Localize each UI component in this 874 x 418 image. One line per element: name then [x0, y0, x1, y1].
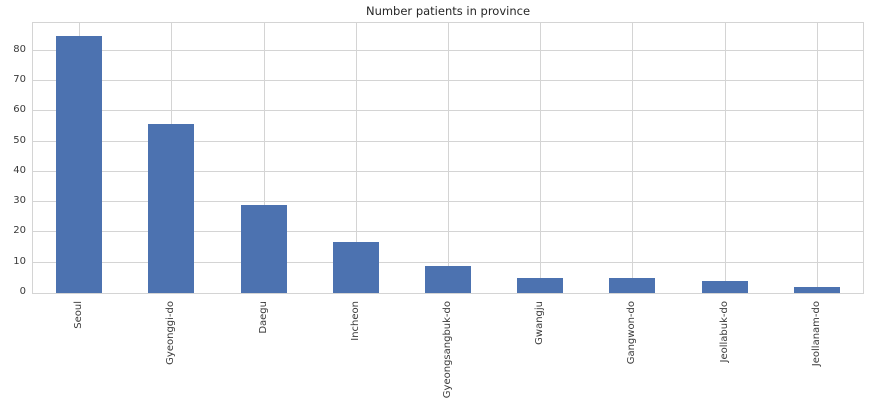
y-tick-label: 10	[13, 256, 26, 267]
y-tick-label: 70	[13, 74, 26, 85]
gridline-vertical	[725, 23, 726, 293]
chart-title: Number patients in province	[365, 4, 531, 18]
x-tick-label: Seoul	[73, 301, 84, 329]
bar-seoul	[56, 36, 102, 293]
bar-jeollabuk-do	[702, 281, 748, 293]
x-tick-label: Daegu	[258, 301, 269, 334]
bar-gangwon-do	[609, 278, 655, 293]
y-tick-label: 0	[19, 286, 26, 297]
x-tick-label: Gyeongsangbuk-do	[442, 301, 453, 399]
x-tick-label: Gangwon-do	[626, 301, 637, 365]
y-tick-label: 60	[13, 104, 26, 115]
gridline-vertical	[356, 23, 357, 293]
gridline-vertical	[448, 23, 449, 293]
bar-incheon	[333, 242, 379, 293]
y-tick-label: 50	[13, 135, 26, 146]
x-tick-label: Jeollabuk-do	[719, 301, 730, 363]
gridline-vertical	[632, 23, 633, 293]
x-tick-label: Gwangju	[534, 301, 545, 345]
bar-gwangju	[517, 278, 563, 293]
bar-gyeongsangbuk-do	[425, 266, 471, 293]
y-tick-label: 30	[13, 195, 26, 206]
bar-gyeonggi-do	[148, 124, 194, 293]
bar-jeollanam-do	[794, 287, 840, 293]
x-tick-label: Jeollanam-do	[811, 301, 822, 367]
bar-daegu	[241, 205, 287, 293]
plot-area	[32, 22, 864, 294]
x-tick-label: Gyeonggi-do	[165, 301, 176, 365]
y-tick-label: 80	[13, 44, 26, 55]
y-tick-label: 40	[13, 165, 26, 176]
gridline-vertical	[540, 23, 541, 293]
gridline-vertical	[817, 23, 818, 293]
x-tick-label: Incheon	[350, 301, 361, 341]
y-tick-label: 20	[13, 225, 26, 236]
gridline-vertical	[264, 23, 265, 293]
